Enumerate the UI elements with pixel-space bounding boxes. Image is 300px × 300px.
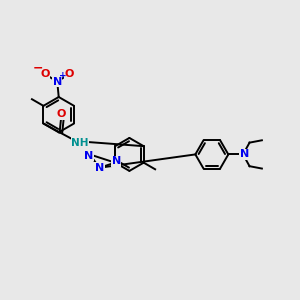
Text: +: + [59, 71, 66, 80]
Text: O: O [64, 69, 74, 79]
Text: N: N [84, 151, 93, 161]
Text: N: N [240, 149, 249, 159]
Text: N: N [52, 77, 62, 87]
Text: N: N [95, 163, 104, 173]
Text: NH: NH [71, 138, 89, 148]
Text: O: O [40, 69, 50, 79]
Text: O: O [57, 109, 66, 119]
Text: −: − [33, 61, 44, 74]
Text: N: N [112, 156, 121, 166]
